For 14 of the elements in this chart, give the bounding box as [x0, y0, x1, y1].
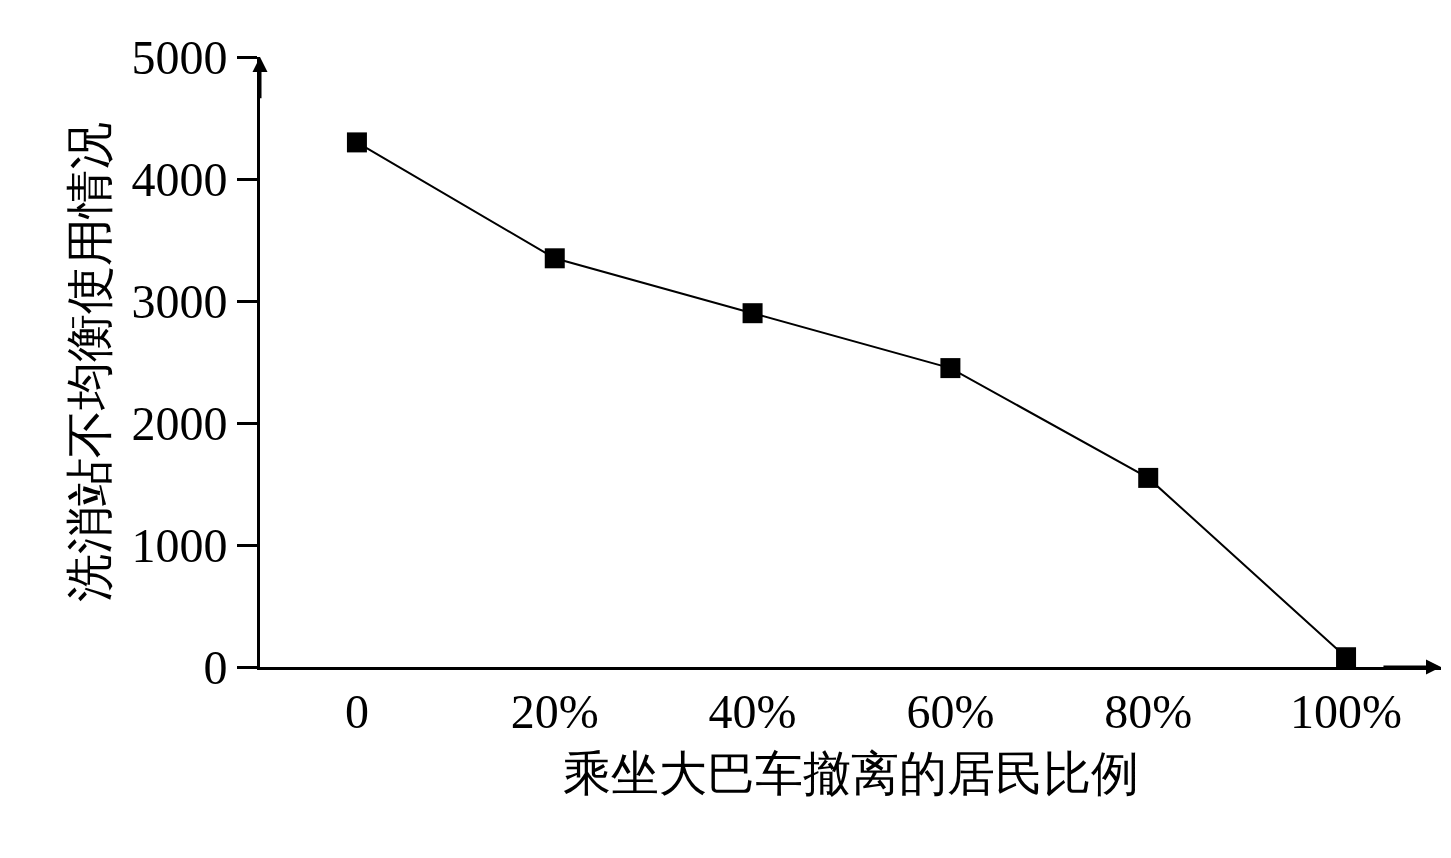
y-tick-label: 1000 — [131, 518, 228, 572]
x-tick-label: 60% — [906, 684, 995, 738]
y-tick-label: 3000 — [131, 274, 228, 328]
y-axis-title: 洗消站不均衡使用情况 — [63, 122, 117, 602]
y-tick-label: 4000 — [131, 152, 228, 206]
x-tick-label: 100% — [1290, 684, 1403, 738]
y-tick-label: 2000 — [131, 396, 228, 450]
x-tick-label: 20% — [510, 684, 599, 738]
x-axis-title: 乘坐大巴车撤离的居民比例 — [562, 746, 1139, 800]
x-tick-label: 0 — [344, 684, 369, 738]
y-tick-label: 5000 — [131, 30, 228, 84]
x-tick-label: 80% — [1104, 684, 1193, 738]
y-tick-label: 0 — [203, 640, 228, 694]
x-tick-label: 40% — [708, 684, 797, 738]
